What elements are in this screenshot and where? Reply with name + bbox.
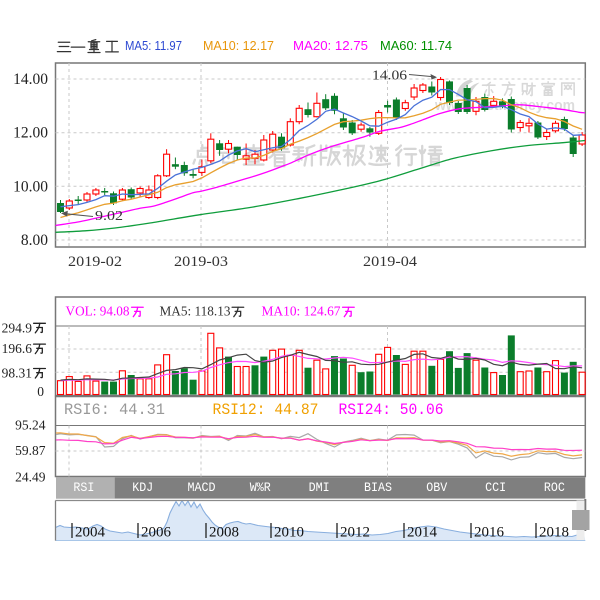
svg-text:MA5: 11.97: MA5: 11.97 — [125, 39, 182, 53]
svg-text:RSI: RSI — [73, 480, 94, 495]
svg-text:24.49: 24.49 — [15, 469, 46, 484]
svg-text:VOL: 94.08: VOL: 94.08 — [66, 304, 130, 319]
svg-text:MACD: MACD — [188, 480, 216, 495]
svg-text:MA60: 11.74: MA60: 11.74 — [380, 39, 452, 53]
svg-text:DMI: DMI — [309, 480, 330, 495]
svg-text:294.9: 294.9 — [2, 320, 33, 335]
svg-text:2004: 2004 — [75, 525, 106, 541]
svg-text:95.24: 95.24 — [15, 417, 46, 432]
svg-text:RSI6: 44.31: RSI6: 44.31 — [64, 401, 165, 419]
svg-text:14.06: 14.06 — [372, 69, 407, 84]
svg-text:MA5: 118.13: MA5: 118.13 — [160, 304, 231, 319]
svg-text:2016: 2016 — [474, 525, 505, 541]
svg-text:2012: 2012 — [340, 525, 370, 541]
svg-text:98.31: 98.31 — [2, 366, 32, 381]
svg-text:2019-02: 2019-02 — [68, 254, 122, 270]
svg-text:2019-03: 2019-03 — [174, 254, 228, 270]
svg-text:ROC: ROC — [544, 480, 565, 495]
svg-text:MA10: 12.17: MA10: 12.17 — [203, 39, 274, 53]
svg-text:196.6: 196.6 — [2, 341, 33, 356]
svg-text:14.00: 14.00 — [13, 71, 48, 88]
svg-text:BIAS: BIAS — [364, 480, 392, 495]
svg-text:RSI12: 44.87: RSI12: 44.87 — [213, 401, 319, 419]
svg-text:KDJ: KDJ — [132, 480, 153, 495]
svg-text:0: 0 — [37, 384, 44, 399]
svg-text:2010: 2010 — [274, 525, 304, 541]
svg-text:RSI24: 50.06: RSI24: 50.06 — [339, 401, 444, 419]
svg-text:MA10: 124.67: MA10: 124.67 — [262, 304, 341, 319]
svg-text:2008: 2008 — [209, 525, 239, 541]
svg-text:W%R: W%R — [250, 480, 271, 495]
svg-text:MA20: 12.75: MA20: 12.75 — [293, 39, 368, 53]
svg-text:9.02: 9.02 — [95, 209, 123, 224]
svg-text:12.00: 12.00 — [13, 125, 48, 142]
svg-text:2014: 2014 — [407, 525, 438, 541]
svg-text:OBV: OBV — [426, 480, 447, 495]
svg-text:8.00: 8.00 — [21, 232, 48, 249]
svg-text:2018: 2018 — [539, 525, 569, 541]
svg-text:59.87: 59.87 — [15, 443, 46, 458]
svg-text:2006: 2006 — [141, 525, 172, 541]
svg-text:CCI: CCI — [485, 480, 506, 495]
svg-text:2019-04: 2019-04 — [363, 254, 418, 270]
svg-text:10.00: 10.00 — [13, 178, 48, 195]
